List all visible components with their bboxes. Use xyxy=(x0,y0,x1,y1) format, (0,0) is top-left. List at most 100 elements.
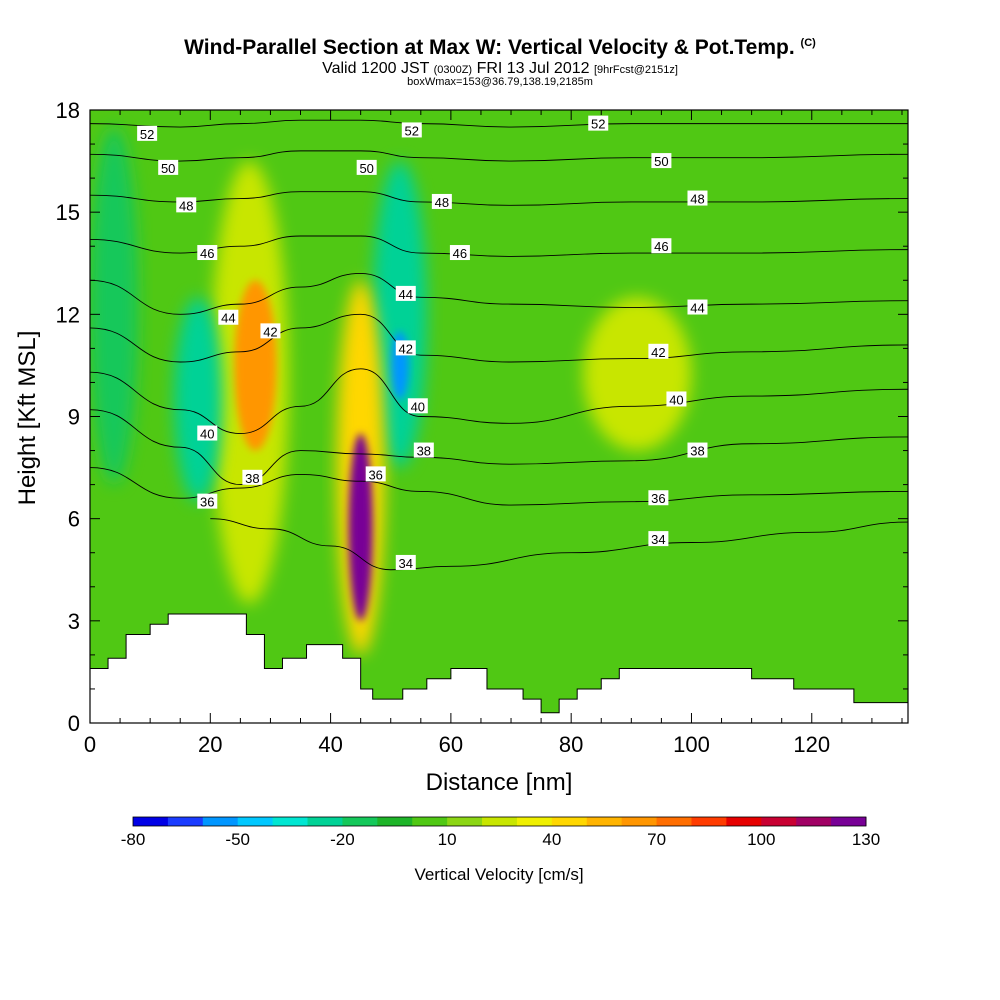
svg-text:40: 40 xyxy=(411,399,425,414)
svg-text:52: 52 xyxy=(591,117,605,132)
contour-label-48: 48 xyxy=(176,197,197,213)
colorbar-swatch xyxy=(307,817,343,826)
svg-text:46: 46 xyxy=(200,246,214,261)
contour-label-34: 34 xyxy=(395,554,416,571)
colorbar-swatch xyxy=(831,817,867,826)
colorbar-swatch xyxy=(447,817,483,826)
svg-text:42: 42 xyxy=(651,345,665,360)
colorbar-swatch xyxy=(342,817,378,826)
theta-contour-50 xyxy=(90,150,908,162)
colorbar-swatch xyxy=(482,817,518,826)
y-tick-label: 6 xyxy=(68,507,80,532)
contour-label-50: 50 xyxy=(158,159,179,176)
theta-contour-40 xyxy=(90,368,908,434)
title-mark: (C) xyxy=(800,37,816,49)
contour-label-36: 36 xyxy=(648,490,669,506)
colorbar-swatch xyxy=(412,817,448,826)
contour-label-38: 38 xyxy=(413,442,434,459)
colorbar-tick-label: 40 xyxy=(542,830,561,849)
valid-utc: (0300Z) xyxy=(433,64,473,76)
svg-text:38: 38 xyxy=(690,444,704,459)
valid-date: FRI 13 Jul 2012 xyxy=(476,60,590,77)
svg-text:42: 42 xyxy=(263,324,277,339)
svg-text:46: 46 xyxy=(453,246,467,261)
colorbar-swatch xyxy=(621,817,658,826)
colorbar-swatch xyxy=(691,817,727,826)
svg-text:42: 42 xyxy=(399,341,413,356)
velocity-updraft-core-6 xyxy=(348,433,373,621)
y-tick-label: 0 xyxy=(68,711,80,736)
contour-label-52: 52 xyxy=(588,115,609,132)
contour-label-40: 40 xyxy=(197,425,218,442)
y-tick-label: 12 xyxy=(56,302,80,327)
colorbar-swatch xyxy=(237,817,274,826)
velocity-downdraft-3 xyxy=(372,161,427,468)
colorbar-tick-label: -80 xyxy=(121,830,146,849)
theta-contour-36 xyxy=(90,467,908,506)
svg-text:50: 50 xyxy=(654,154,668,169)
svg-text:50: 50 xyxy=(359,161,373,176)
x-tick-label: 40 xyxy=(318,732,342,757)
svg-text:50: 50 xyxy=(161,161,175,176)
contour-label-34: 34 xyxy=(648,531,669,547)
colorbar-tick-label: 130 xyxy=(852,830,880,849)
svg-text:44: 44 xyxy=(690,301,704,316)
contour-label-52: 52 xyxy=(137,125,158,142)
contour-label-46: 46 xyxy=(651,238,672,254)
x-tick-label: 120 xyxy=(793,732,830,757)
svg-text:40: 40 xyxy=(200,427,214,442)
contour-label-52: 52 xyxy=(401,122,422,138)
colorbar-tick-label: 70 xyxy=(647,830,666,849)
svg-text:36: 36 xyxy=(200,495,214,510)
theta-contour-34 xyxy=(210,518,908,571)
terrain xyxy=(89,613,909,724)
velocity-updraft-7 xyxy=(583,297,692,451)
colorbar-swatch xyxy=(726,817,762,826)
colorbar-swatch xyxy=(796,817,832,826)
colorbar-swatch xyxy=(202,817,239,826)
x-tick-label: 60 xyxy=(439,732,463,757)
contour-label-50: 50 xyxy=(651,153,672,169)
svg-text:44: 44 xyxy=(399,287,413,302)
colorbar-swatch xyxy=(377,817,413,826)
contour-label-40: 40 xyxy=(407,398,428,414)
contour-label-50: 50 xyxy=(356,159,377,176)
terrain-profile xyxy=(89,613,909,724)
y-axis-title: Height [Kft MSL] xyxy=(14,331,41,506)
svg-text:48: 48 xyxy=(435,195,449,210)
colorbar-swatch xyxy=(167,817,204,826)
x-tick-label: 0 xyxy=(84,732,96,757)
contour-label-44: 44 xyxy=(218,309,239,326)
x-tick-label: 20 xyxy=(198,732,222,757)
contour-label-44: 44 xyxy=(687,299,708,316)
svg-text:38: 38 xyxy=(245,471,259,486)
svg-text:46: 46 xyxy=(654,239,668,254)
chart-title: Wind-Parallel Section at Max W: Vertical… xyxy=(0,36,1000,60)
svg-text:38: 38 xyxy=(417,444,431,459)
svg-text:44: 44 xyxy=(221,311,235,326)
contour-label-38: 38 xyxy=(242,469,263,486)
y-tick-label: 3 xyxy=(68,609,80,634)
colorbar-swatch xyxy=(586,817,623,826)
y-tick-label: 18 xyxy=(56,98,80,123)
contour-label-46: 46 xyxy=(197,245,218,261)
title-main: Wind-Parallel Section at Max W: Vertical… xyxy=(184,36,795,59)
svg-text:40: 40 xyxy=(669,392,683,407)
y-tick-label: 15 xyxy=(56,200,80,225)
svg-text:52: 52 xyxy=(405,123,419,138)
x-axis-title: Distance [nm] xyxy=(426,769,573,796)
colorbar-swatch xyxy=(656,817,692,826)
x-tick-label: 100 xyxy=(673,732,710,757)
colorbar-title: Vertical Velocity [cm/s] xyxy=(414,865,583,884)
contour-labels: 52 50 48 46 44 42 40 38 36 52 50 48 46 44 42 40 38 36 34 52… xyxy=(137,115,708,571)
contour-label-42: 42 xyxy=(260,323,281,339)
contour-label-48: 48 xyxy=(687,190,708,207)
contour-label-46: 46 xyxy=(449,245,470,261)
colorbar-swatch xyxy=(272,817,309,826)
contour-label-42: 42 xyxy=(648,343,669,360)
y-tick-label: 9 xyxy=(68,405,80,430)
contour-label-40: 40 xyxy=(666,391,687,407)
contour-label-42: 42 xyxy=(395,340,416,356)
